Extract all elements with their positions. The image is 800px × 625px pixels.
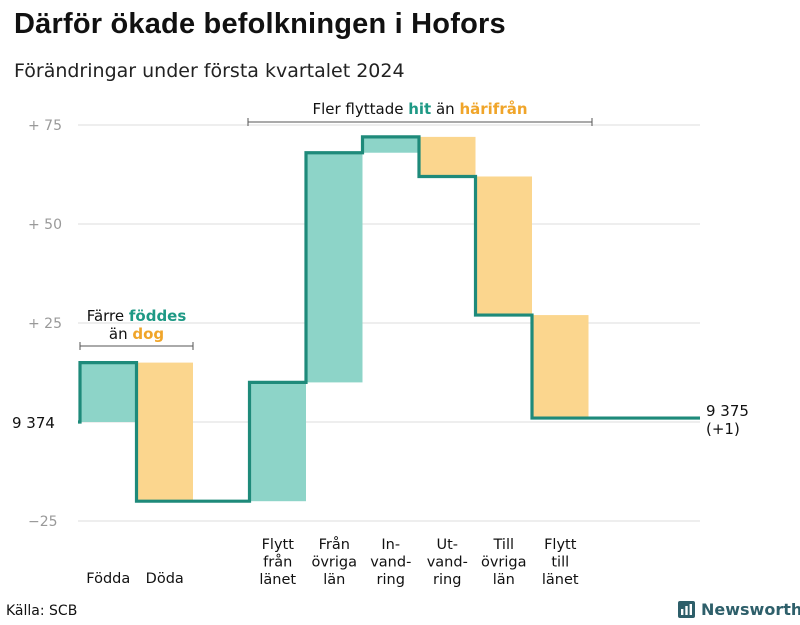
category-label: Från [319, 536, 350, 553]
category-label: Döda [146, 571, 184, 587]
chart-subtitle: Förändringar under första kvartalet 2024 [14, 60, 405, 82]
annotation-text: än [431, 100, 459, 118]
category-label: ring [377, 572, 405, 588]
category-label: Flytt [262, 537, 295, 553]
end-value-label: 9 375 [706, 402, 749, 420]
category-label: länet [542, 572, 579, 588]
annotation-births-line1: Färre föddes [87, 307, 187, 325]
bar-6 [362, 136, 419, 153]
annotation-highlight: hit [408, 100, 431, 118]
bar-4 [249, 382, 306, 502]
end-change-label: (+1) [706, 420, 740, 438]
annotation-text: Fler flyttade [312, 100, 408, 118]
category-label: In- [381, 537, 400, 553]
category-label: län [493, 572, 515, 588]
category-label: till [551, 555, 569, 571]
newsworthy-logo: Newsworthy [678, 600, 800, 619]
category-label: län [323, 572, 345, 588]
category-label: från [263, 554, 292, 571]
category-label: vand- [427, 555, 468, 571]
step-line [78, 135, 700, 503]
category-label: Födda [86, 571, 130, 587]
bars [80, 136, 589, 502]
bar-9 [532, 315, 589, 419]
annotation-births-line2: än dog [109, 325, 164, 343]
y-tick-label: + 50 [28, 217, 62, 233]
annotation-moves: Fler flyttade hit än härifrån [312, 100, 527, 118]
category-label: övriga [311, 555, 357, 571]
bar-1 [80, 362, 137, 422]
category-label: Till [493, 537, 515, 553]
annotation-highlight: härifrån [459, 100, 527, 118]
bar-2 [136, 362, 193, 502]
category-label: Flytt [544, 537, 577, 553]
y-tick-label: + 75 [28, 118, 62, 134]
y-tick-label: −25 [28, 514, 58, 530]
bar-8 [475, 176, 532, 316]
start-value-label: 9 374 [12, 414, 55, 432]
annotation-text: än [109, 325, 132, 343]
annotation-text: Färre [87, 307, 129, 325]
logo-text: Newsworthy [701, 600, 800, 619]
bar-chart-icon [678, 601, 695, 618]
category-label: länet [259, 572, 296, 588]
category-label: Ut- [436, 537, 458, 553]
category-label: vand- [370, 555, 411, 571]
source-note: Källa: SCB [6, 603, 78, 619]
chart-title: Därför ökade befolkningen i Hofors [14, 8, 506, 40]
annotation-highlight: dog [132, 325, 164, 343]
annotation-highlight: föddes [129, 307, 186, 325]
category-label: ring [433, 572, 461, 588]
cumulative-line [78, 135, 700, 503]
bar-7 [419, 136, 476, 177]
bar-5 [306, 152, 363, 383]
y-tick-label: + 25 [28, 316, 62, 332]
category-label: övriga [481, 555, 527, 571]
